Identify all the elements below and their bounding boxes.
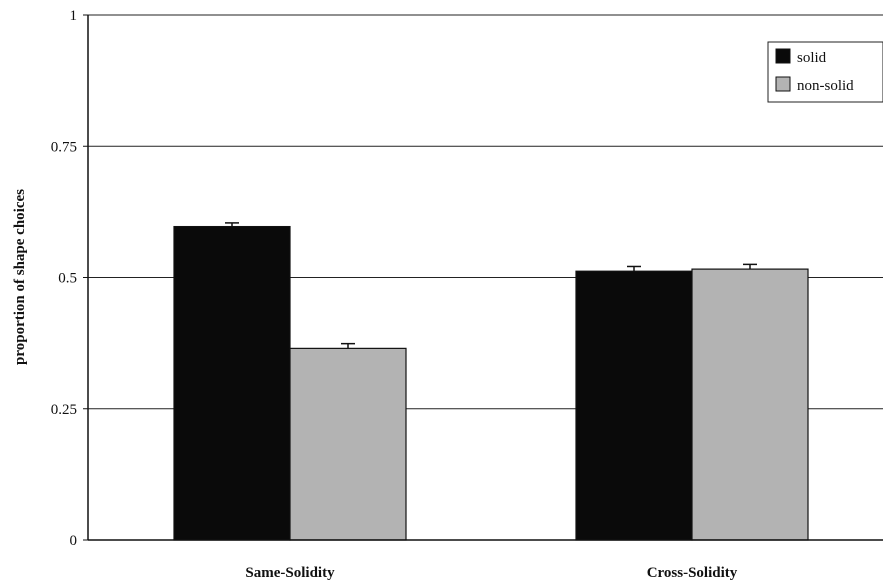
bar-non-solid-cross-solidity: [691, 268, 809, 541]
bar-solid-cross-solidity: [575, 270, 693, 541]
y-tick-label: 0.25: [51, 402, 77, 418]
x-category-label: Same-Solidity: [245, 565, 335, 581]
legend-label: non-solid: [797, 78, 854, 94]
y-tick-label: 0.5: [58, 271, 77, 287]
legend-swatch: [775, 48, 791, 64]
y-axis-title: proportion of shape choices: [12, 189, 28, 365]
bars: [173, 222, 809, 541]
legend-swatch: [775, 76, 791, 92]
legend-box: [767, 41, 883, 103]
axes: [83, 14, 883, 541]
bar-non-solid-same-solidity: [289, 347, 407, 541]
bar-solid-same-solidity: [173, 225, 291, 541]
legend-label: solid: [797, 50, 827, 66]
y-tick-labels: 0 0.25 0.5 0.75 1: [51, 8, 77, 549]
x-category-label: Cross-Solidity: [647, 565, 738, 581]
legend: solid non-solid: [767, 41, 883, 103]
y-tick-label: 0.75: [51, 139, 77, 155]
y-tick-label: 1: [70, 8, 78, 24]
x-category-labels: Same-Solidity Cross-Solidity: [245, 565, 737, 581]
y-tick-label: 0: [70, 533, 78, 549]
